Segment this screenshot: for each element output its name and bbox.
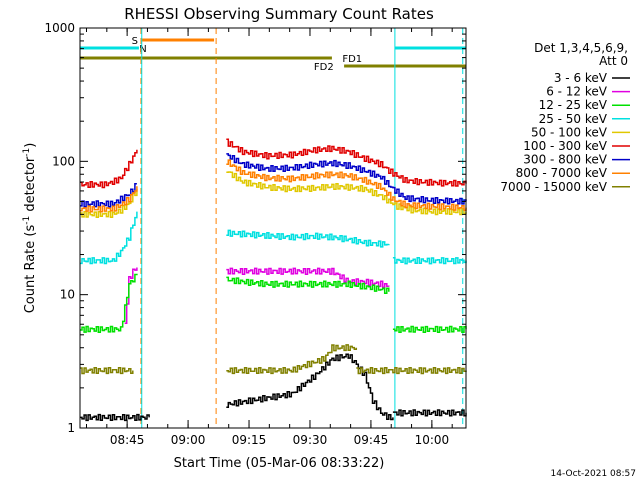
legend-label: 3 - 6 keV — [554, 71, 608, 85]
y-label-sup: -1 — [22, 148, 32, 157]
series-line — [80, 273, 138, 333]
flag-label: N — [139, 44, 146, 55]
series-line — [392, 409, 467, 417]
series-line — [80, 186, 138, 213]
legend-header: Att 0 — [599, 54, 628, 68]
y-tick-label: 1 — [67, 421, 75, 435]
series-line — [226, 229, 390, 248]
chart-title: RHESSI Observing Summary Count Rates — [124, 5, 434, 23]
x-tick-label: 09:30 — [293, 433, 328, 447]
series-line — [226, 153, 467, 205]
series-line — [226, 159, 467, 211]
y-axis-label: Count Rate (s-1 detector-1) — [22, 143, 38, 314]
series-line — [226, 353, 394, 421]
y-label-part: Count Rate (s — [23, 225, 38, 314]
series-line — [80, 149, 138, 189]
series-line — [356, 366, 467, 375]
plot-frame — [79, 27, 467, 429]
series-line — [226, 344, 358, 375]
series-line — [226, 276, 390, 294]
series-layer — [80, 138, 467, 422]
legend-header: Det 1,3,4,5,6,9, — [534, 41, 628, 55]
legend-label: 7000 - 15000 keV — [500, 180, 607, 194]
x-tick-label: 09:45 — [354, 433, 389, 447]
status-flags-layer: SN FD1 FD2 — [80, 36, 466, 73]
y-tick-label: 10 — [60, 288, 75, 302]
series-line — [392, 325, 467, 334]
flag-label: S — [132, 36, 138, 47]
y-tick-label: 1000 — [44, 21, 75, 35]
y-label-sup: -1 — [22, 216, 32, 225]
legend-label: 12 - 25 keV — [539, 98, 608, 112]
flag-label: FD1 — [342, 54, 362, 65]
x-tick-label: 09:00 — [171, 433, 206, 447]
series-line — [226, 171, 467, 216]
x-axis-label: Start Time (05-Mar-06 08:33:22) — [174, 456, 385, 471]
y-tick-label: 100 — [52, 154, 75, 168]
series-line — [80, 211, 138, 265]
series-line — [226, 138, 467, 187]
legend-label: 6 - 12 keV — [546, 85, 608, 99]
flag-label: FD2 — [314, 62, 334, 73]
series-line — [80, 189, 138, 219]
y-label-part: ) — [23, 143, 38, 148]
x-tick-label: 08:45 — [110, 433, 145, 447]
legend-label: 50 - 100 keV — [531, 125, 608, 139]
series-line — [80, 182, 137, 208]
legend-label: 300 - 800 keV — [523, 153, 607, 167]
series-line — [80, 413, 150, 422]
axes-layer: 1 10 100 1000 08:45 09:00 09:15 09:30 09:45 10:00 — [44, 21, 467, 447]
footer-date-stamp: 14-Oct-2021 08:57 — [551, 469, 636, 479]
legend-label: 800 - 7000 keV — [516, 166, 608, 180]
event-lines-layer — [140, 28, 464, 428]
x-tick-label: 10:00 — [415, 433, 450, 447]
legend-label: 25 - 50 keV — [539, 112, 608, 126]
x-tick-label: 09:15 — [232, 433, 267, 447]
legend-label: 100 - 300 keV — [523, 139, 607, 153]
series-line — [226, 267, 390, 289]
series-line — [80, 366, 134, 375]
y-label-part: detector — [23, 156, 38, 216]
series-line — [392, 257, 467, 265]
